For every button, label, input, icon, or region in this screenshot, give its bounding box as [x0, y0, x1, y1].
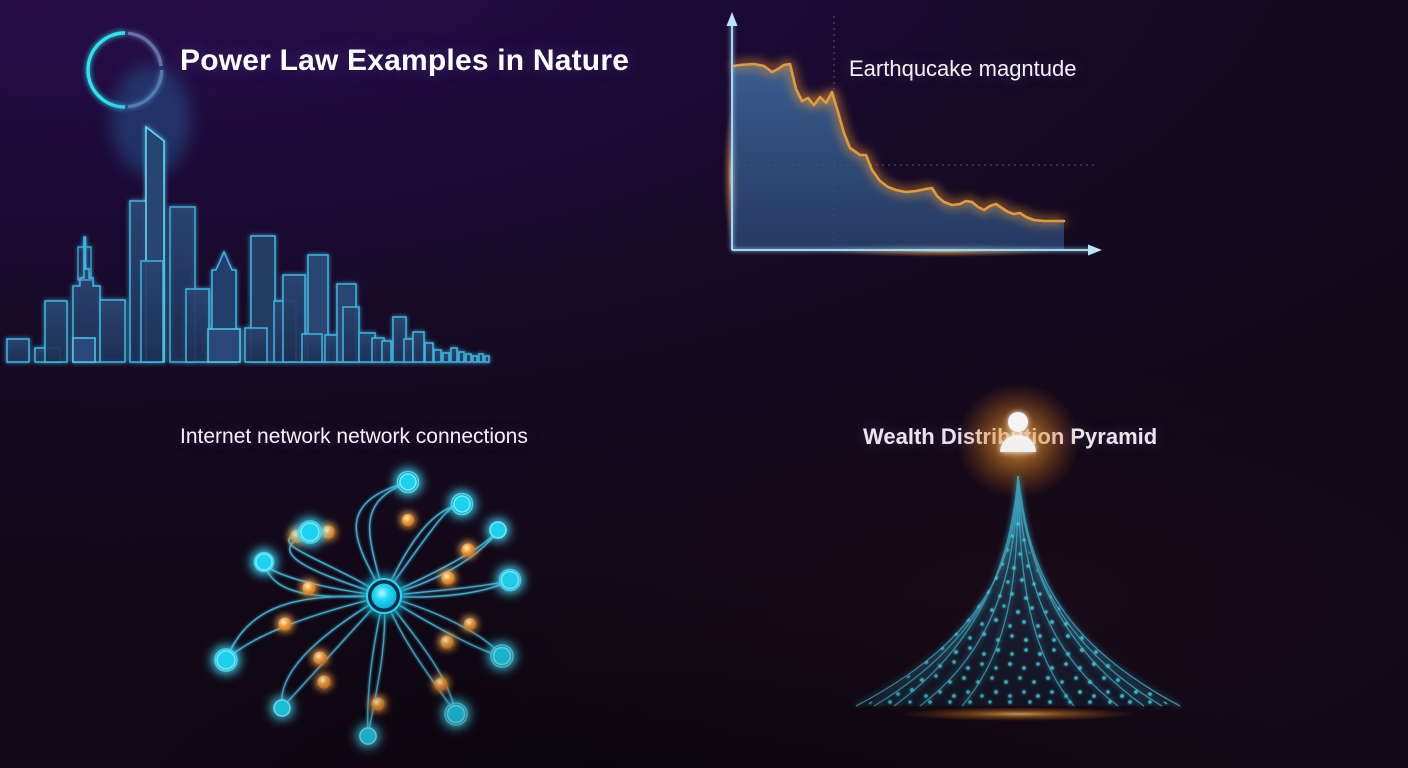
city-skyline-icon [0, 70, 704, 384]
page-title: Power Law Examples in Nature [180, 44, 630, 77]
hub-network-icon [0, 384, 704, 768]
panel-title-network: Internet network network connections [180, 425, 528, 448]
panel-title-earthquake: Earthqucake magntude [849, 56, 1077, 81]
person-icon [1000, 412, 1036, 452]
panel-network [0, 384, 704, 768]
panel-skyline [0, 70, 704, 384]
wealth-pyramid-icon [704, 383, 1408, 768]
panel-pyramid [704, 383, 1408, 768]
panel-earthquake [704, 0, 1408, 384]
decay-curve-icon [704, 0, 1408, 384]
network-hub-node [366, 578, 402, 614]
